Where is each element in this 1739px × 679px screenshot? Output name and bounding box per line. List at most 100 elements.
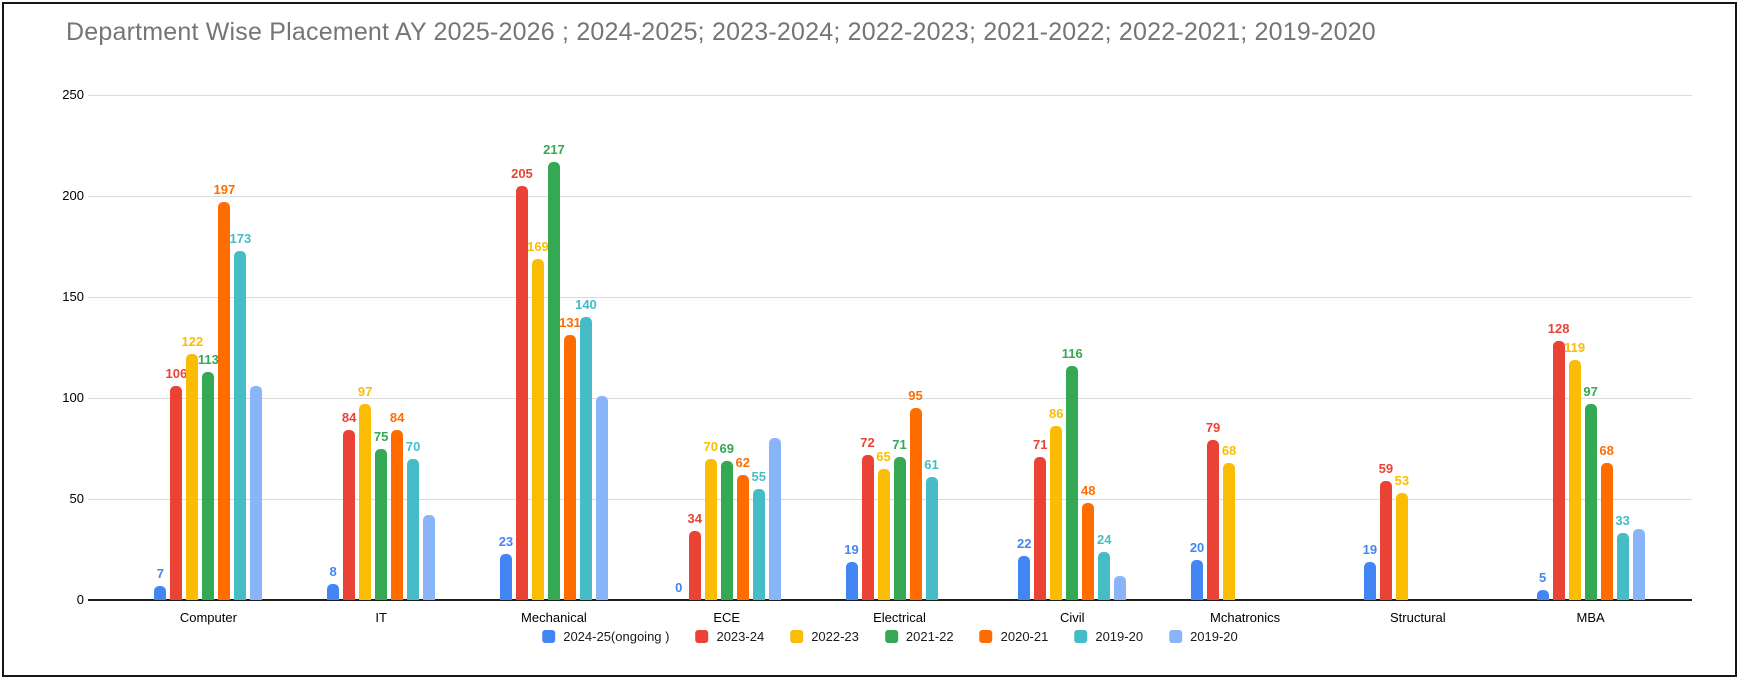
bar-group-computer: 7 106 122 113 197 173 [154,183,263,600]
bar-value-label: 22 [1017,535,1032,551]
bar-computer-2019-20-6 [250,385,263,600]
gridline-200 [88,196,1692,197]
bar-group-civil: 22 71 86 116 48 24 [1017,347,1127,600]
legend-item-5-2019-20: 2019-20 [1074,629,1143,644]
gridline-100 [88,398,1692,399]
bar-value-label: 19 [1362,541,1378,557]
bar-mchatronics-2023-24-1: 79 [1206,421,1220,600]
bar-value-label: 71 [1033,436,1048,452]
bar-computer-2021-22-3: 113 [198,353,219,600]
bar-value-label: 0 [675,580,683,595]
x-tick-structural: Structural [1390,610,1446,625]
bar-value-label: 122 [181,333,204,349]
bar-value-label: 205 [511,165,533,181]
bar-electrical-2023-24-1: 72 [860,436,875,600]
bar-value-label: 75 [373,428,389,444]
legend-swatch-icon [790,630,804,643]
legend-item-2-2022-23: 2022-23 [790,629,859,644]
bar-mba-2023-24-1: 128 [1548,322,1569,600]
legend-label: 2021-22 [905,629,954,644]
bar-mchatronics-2022-23-2: 68 [1222,444,1236,600]
bar-value-label: 84 [389,410,405,426]
chart-legend: 2024-25(ongoing ) 2023-24 2022-23 2021-22 20… [542,629,1238,644]
bar-mba-2024-25-ongoing-0: 5 [1536,571,1549,600]
bar-value-label: 33 [1615,513,1630,529]
bar-value-label: 116 [1061,345,1083,361]
bar-value-label: 106 [165,365,188,381]
bar-mba-2019-20-5: 33 [1615,514,1630,600]
bar-computer-2024-25-ongoing-0: 7 [154,567,167,600]
x-tick-civil: Civil [1059,610,1085,625]
y-tick-200: 200 [62,188,84,203]
legend-swatch-icon [695,630,709,643]
bar-value-label: 48 [1081,483,1096,499]
y-tick-100: 100 [62,390,84,405]
bar-value-label: 84 [341,410,357,426]
legend-swatch-icon [1169,630,1183,643]
x-tick-ece: ECE [713,610,741,625]
bar-civil-2024-25-ongoing-0: 22 [1017,537,1032,600]
bar-value-label: 86 [1049,406,1064,422]
gridline-50 [88,499,1692,500]
bar-value-label: 79 [1205,420,1221,436]
bar-value-label: 131 [559,315,581,331]
legend-item-3-2021-22: 2021-22 [884,629,954,644]
x-tick-computer: Computer [179,610,237,625]
legend-item-4-2020-21: 2020-21 [979,629,1048,644]
bar-value-label: 169 [527,238,549,254]
x-tick-electrical: Electrical [873,610,926,625]
bar-it-2021-22-3: 75 [374,430,388,600]
bar-it-2020-21-4: 84 [390,411,404,600]
bar-value-label: 70 [405,438,421,454]
bar-mechanical-2021-22-3: 217 [543,143,565,600]
bar-group-ece: 0 34 70 69 62 55 [673,438,781,600]
bar-it-2022-23-2: 97 [358,385,372,600]
bar-value-label: 72 [860,434,875,450]
bar-value-label: 217 [543,141,565,157]
bar-structural-2023-24-1: 59 [1379,462,1393,600]
bar-mechanical-2019-20-5: 140 [575,298,597,600]
bar-value-label: 24 [1097,531,1112,547]
bar-value-label: 70 [703,438,718,454]
legend-swatch-icon [884,630,898,643]
bar-group-mba: 5 128 119 97 68 33 [1536,322,1645,600]
bar-mba-2021-22-3: 97 [1583,385,1598,600]
x-tick-mechanical: Mechanical [521,610,587,625]
legend-label: 2023-24 [716,629,765,644]
bar-electrical-2024-25-ongoing-0: 19 [844,543,859,600]
bar-ece-2019-20-6 [768,438,781,600]
y-tick-50: 50 [69,491,84,506]
y-tick-0: 0 [76,592,84,607]
bar-value-label: 7 [156,565,164,581]
bar-value-label: 69 [719,440,734,456]
bar-value-label: 119 [1564,339,1586,355]
bar-it-2023-24-1: 84 [342,411,356,600]
bar-civil-2019-20-5: 24 [1097,533,1112,600]
bar-structural-2022-23-2: 53 [1395,474,1409,600]
bar-civil-2021-22-3: 116 [1062,347,1083,600]
bar-value-label: 71 [892,436,907,452]
bar-mba-2019-20-6 [1632,529,1645,600]
x-tick-mba: MBA [1576,610,1605,625]
bar-computer-2020-21-4: 197 [214,183,235,600]
bar-value-label: 68 [1599,442,1614,458]
bar-value-label: 61 [924,456,939,472]
bar-mba-2020-21-4: 68 [1599,444,1614,600]
legend-swatch-icon [1074,630,1088,643]
bar-electrical-2019-20-5: 61 [924,458,939,600]
bar-civil-2020-21-4: 48 [1081,484,1096,600]
bar-value-label: 8 [329,563,337,579]
bar-value-label: 23 [498,533,514,549]
bar-it-2019-20-6 [423,515,436,600]
bar-value-label: 53 [1394,472,1410,488]
legend-item-1-2023-24: 2023-24 [695,629,764,644]
bar-mechanical-2024-25-ongoing-0: 23 [499,535,513,600]
gridline-250 [88,95,1692,96]
bar-value-label: 19 [844,541,859,557]
bar-groups: 7 106 122 113 197 173 8 84 97 75 84 70 23 205 169 217 13… [122,95,1677,600]
bar-ece-2023-24-1: 34 [687,512,702,600]
legend-swatch-icon [542,630,556,643]
chart-title: Department Wise Placement AY 2025-2026 ;… [66,18,1376,46]
bar-value-label: 59 [1378,460,1394,476]
